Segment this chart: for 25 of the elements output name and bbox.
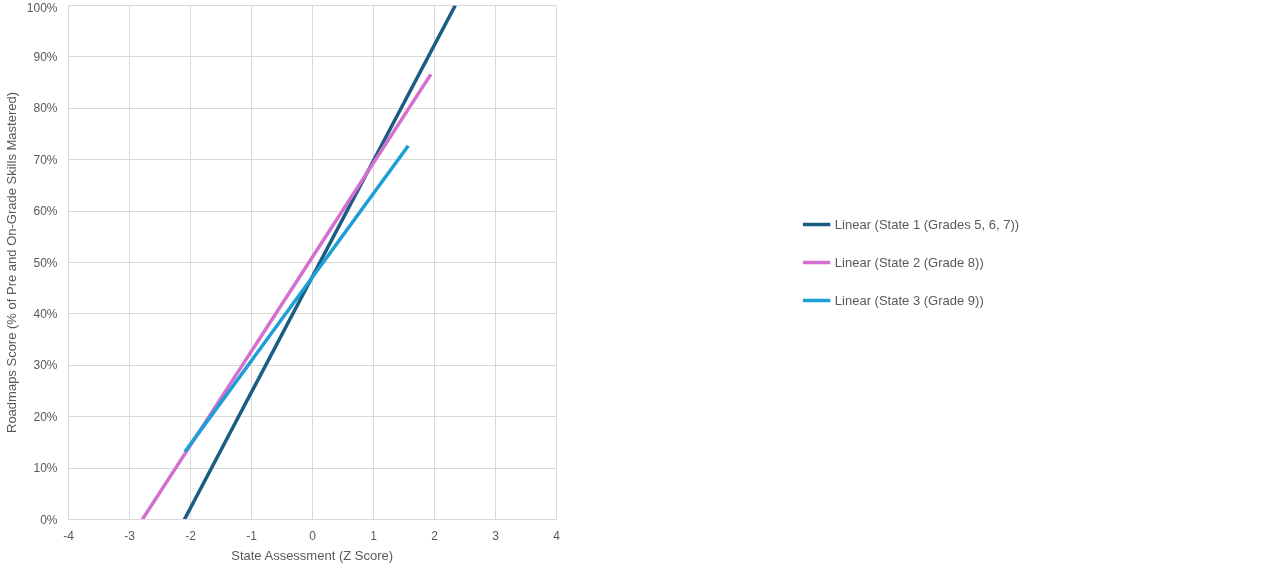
y-tick-label: 100% [26, 0, 58, 15]
legend-label: Linear (State 2 (Grade 8)) [834, 254, 984, 270]
legend-label: Linear (State 1 (Grades 5, 6, 7)) [834, 216, 1020, 232]
y-axis-title: Roadmaps Score (% of Pre and On-Grade Skills Mastered) [3, 91, 19, 434]
y-tick-label: 20% [33, 409, 58, 424]
x-axis-title: State Assessment (Z Score) [231, 547, 394, 563]
x-tick-label: -4 [63, 528, 75, 543]
x-tick-label: -3 [124, 528, 136, 543]
x-tick-label: -1 [246, 528, 258, 543]
x-tick-label: 0 [309, 528, 317, 543]
x-tick-label: 4 [553, 528, 561, 543]
y-tick-label: 80% [33, 101, 58, 116]
legend-label: Linear (State 3 (Grade 9)) [834, 292, 984, 308]
y-tick-label: 90% [33, 49, 58, 64]
y-tick-label: 0% [40, 512, 58, 527]
y-tick-label: 10% [33, 461, 58, 476]
x-tick-label: 1 [370, 528, 378, 543]
y-tick-label: 60% [33, 204, 58, 219]
x-tick-label: 3 [492, 528, 500, 543]
y-tick-label: 50% [33, 255, 58, 270]
y-tick-label: 30% [33, 358, 58, 373]
y-tick-label: 40% [33, 306, 58, 321]
x-tick-label: -2 [185, 528, 197, 543]
x-tick-label: 2 [431, 528, 439, 543]
y-tick-label: 70% [33, 152, 58, 167]
